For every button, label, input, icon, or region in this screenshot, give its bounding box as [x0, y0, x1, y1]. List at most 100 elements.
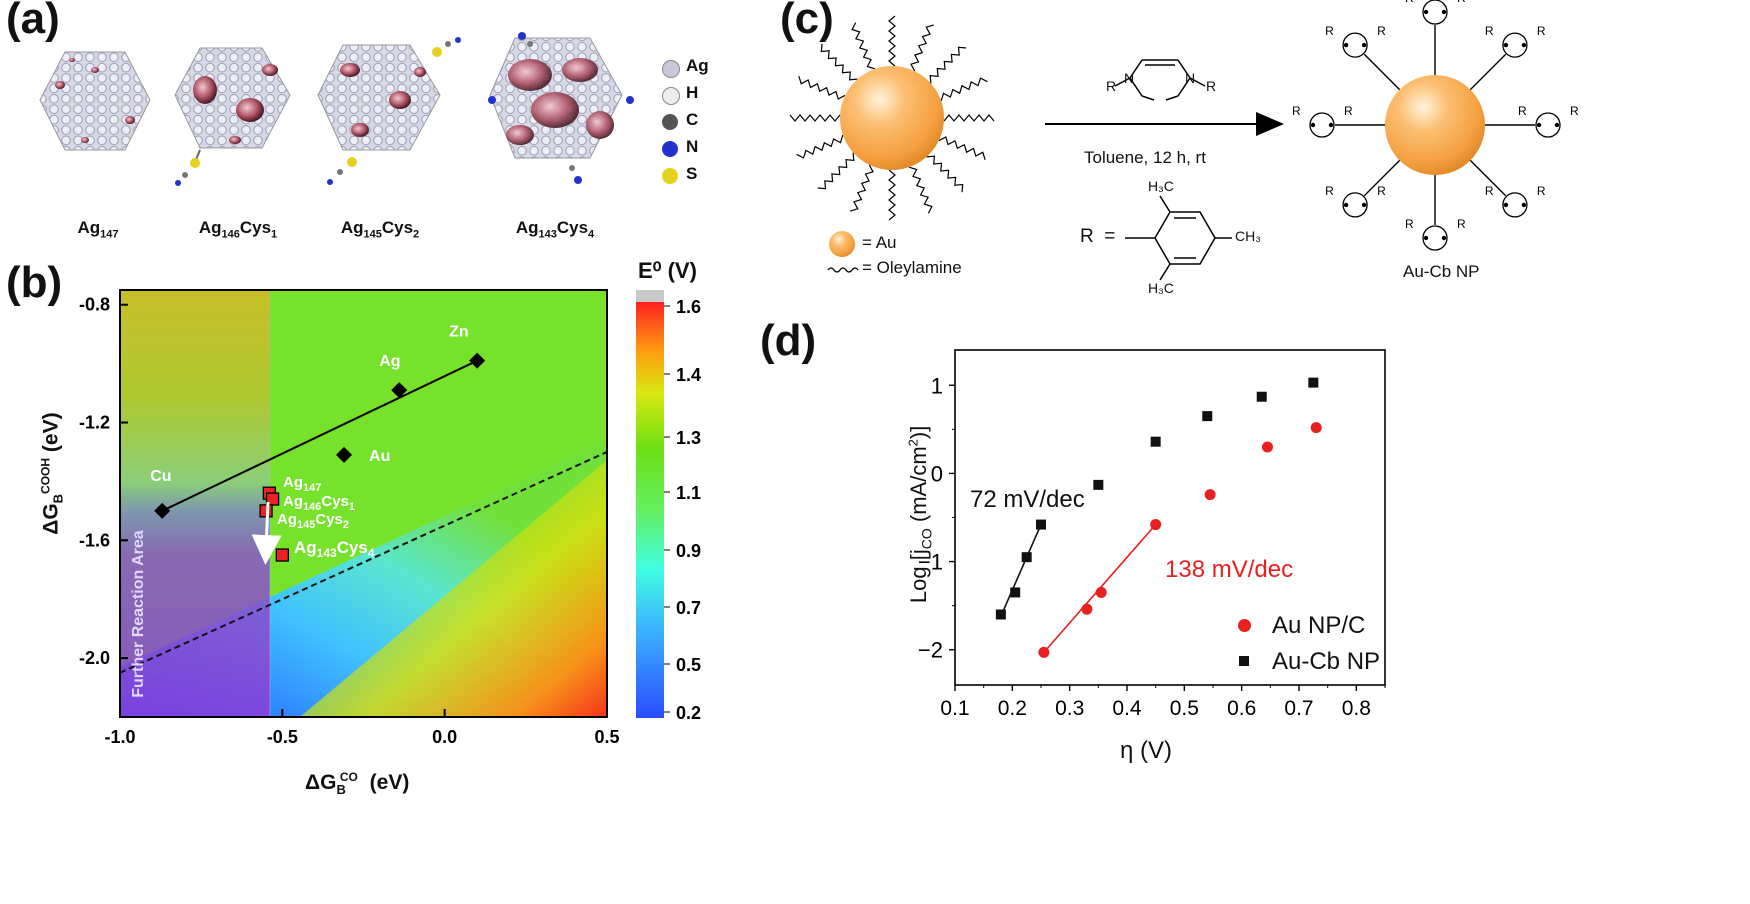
svg-text:R: R: [1377, 24, 1386, 38]
cluster-label-ag143cys4: Ag143Cys4: [515, 218, 595, 241]
fit-line: [1000, 524, 1042, 617]
point-au-cb-np: [995, 609, 1006, 620]
svg-text:R: R: [1485, 184, 1494, 198]
svg-text:R: R: [1570, 104, 1579, 118]
x-tick-label: 0.8: [1342, 697, 1371, 720]
point-au-cb-np: [1256, 391, 1267, 402]
panel-a-legend: Ag H C N S: [662, 56, 722, 196]
oleylamine-nanoparticle: [789, 15, 995, 221]
legend-oleylamine-text: = Oleylamine: [862, 258, 962, 277]
svg-text:R: R: [1292, 104, 1301, 118]
mesityl-group: [1125, 195, 1232, 281]
svg-text:R: R: [1485, 24, 1494, 38]
legend-au-text: = Au: [862, 233, 897, 252]
svg-text:R: R: [1377, 184, 1386, 198]
metal-fit-line: [161, 359, 478, 512]
point-au-np-c: [1150, 519, 1162, 531]
point-au-np-c: [1081, 603, 1093, 615]
black-square-icon: [1239, 656, 1249, 666]
y-tick-label: -1.6: [79, 530, 110, 550]
colorbar-tick-label: 0.5: [676, 655, 701, 675]
y-tick-label: -1.2: [79, 413, 110, 433]
r-definition: R =: [1080, 226, 1116, 247]
panel-d-ylabel: Log [jCO (mA/cm2)]: [905, 425, 935, 604]
y-tick-label: 1: [931, 373, 943, 398]
point-au-np-c: [1310, 422, 1322, 434]
direction-arrow: [251, 501, 282, 565]
product-name: Au-Cb NP: [1403, 262, 1480, 281]
cluster-ag143cys4: [488, 32, 634, 184]
svg-text:R: R: [1537, 184, 1546, 198]
point-ag: [391, 382, 408, 399]
cluster-label-ag147: Ag147: [77, 218, 119, 241]
reagent-n-right: N: [1185, 70, 1196, 86]
point-au-cb-np: [1036, 519, 1046, 530]
colorbar-tick-label: 1.4: [676, 365, 701, 385]
panel-b-ticks: -1.0 -0.5 0.0 0.5 -0.8 -1.2 -1.6 -2.0: [79, 295, 620, 747]
au-legend-ball: [829, 231, 855, 257]
c-atom-icon: [662, 114, 678, 130]
svg-text:R: R: [1405, 217, 1414, 231]
cluster-ag147: [39, 51, 151, 151]
mesityl-ch3-right: CH₃: [1235, 228, 1261, 244]
mesityl-h3c-bottom: H₃C: [1148, 280, 1174, 296]
reagent-r-left: R: [1106, 78, 1117, 94]
point-ag143cys4: [275, 548, 289, 562]
cluster-label-ag145cys2: Ag145Cys2: [340, 218, 420, 241]
colorbar-tick-label: 0.7: [676, 598, 701, 618]
slope-label-red: 138 mV/dec: [1165, 556, 1294, 583]
panel-b-lines: [119, 359, 608, 674]
y-tick-label: -2.0: [79, 648, 110, 668]
nhc-reagent: [1114, 59, 1206, 101]
point-au-np-c: [1204, 489, 1216, 501]
s-atom-icon: [662, 168, 678, 184]
y-tick-label: −1: [918, 550, 943, 575]
svg-text:R: R: [1344, 104, 1353, 118]
point-au-cb-np: [1010, 587, 1021, 598]
panel-d-ticks: 0.1 0.2 0.3 0.4 0.5 0.6 0.7 0.8 1 0 −1 −2: [918, 373, 1386, 720]
y-tick-label: 0: [931, 461, 943, 486]
point-au-cb-np: [1021, 552, 1032, 563]
y-tick-label: −2: [918, 638, 943, 663]
oleylamine-ligands: [789, 15, 995, 221]
point-cu: [154, 502, 171, 519]
x-tick-label: 0.0: [432, 727, 457, 747]
au-nanoparticle: [840, 66, 944, 170]
mesityl-h3c-top: H₃C: [1148, 178, 1174, 194]
x-tick-label: 0.1: [940, 697, 969, 720]
cluster-point-label: Ag143Cys4: [294, 538, 375, 560]
label-cu: Cu: [150, 468, 171, 485]
colorbar: 1.6 1.4 1.3 1.1 0.9 0.7 0.5 0.2: [636, 290, 701, 723]
x-tick-label: 0.5: [594, 727, 619, 747]
point-au-cb-np: [1202, 411, 1213, 422]
point-au-cb-np: [1150, 436, 1161, 447]
colorbar-tick-label: 0.2: [676, 703, 701, 723]
panel-d-fits: [1000, 524, 1157, 653]
x-tick-label: 0.7: [1284, 697, 1313, 720]
point-zn: [469, 352, 486, 369]
n-atom-icon: [662, 141, 678, 157]
reaction-condition: Toluene, 12 h, rt: [1084, 148, 1206, 167]
svg-text:R: R: [1457, 217, 1466, 231]
x-tick-label: -1.0: [104, 727, 135, 747]
red-circle-icon: [1238, 619, 1251, 632]
panel-b-label: (b): [6, 258, 63, 307]
x-tick-label: 0.6: [1227, 697, 1256, 720]
svg-text:R: R: [1325, 184, 1334, 198]
panel-d-label: (d): [760, 316, 817, 365]
dashed-boundary-line: [119, 451, 608, 674]
svg-text:R: R: [1325, 24, 1334, 38]
point-au-cb-np: [1093, 479, 1104, 490]
point-au: [336, 446, 353, 463]
oleylamine-legend-squiggle: [827, 267, 859, 273]
panel-d-xlabel: η (V): [1120, 737, 1173, 764]
x-tick-label: 0.3: [1055, 697, 1084, 720]
